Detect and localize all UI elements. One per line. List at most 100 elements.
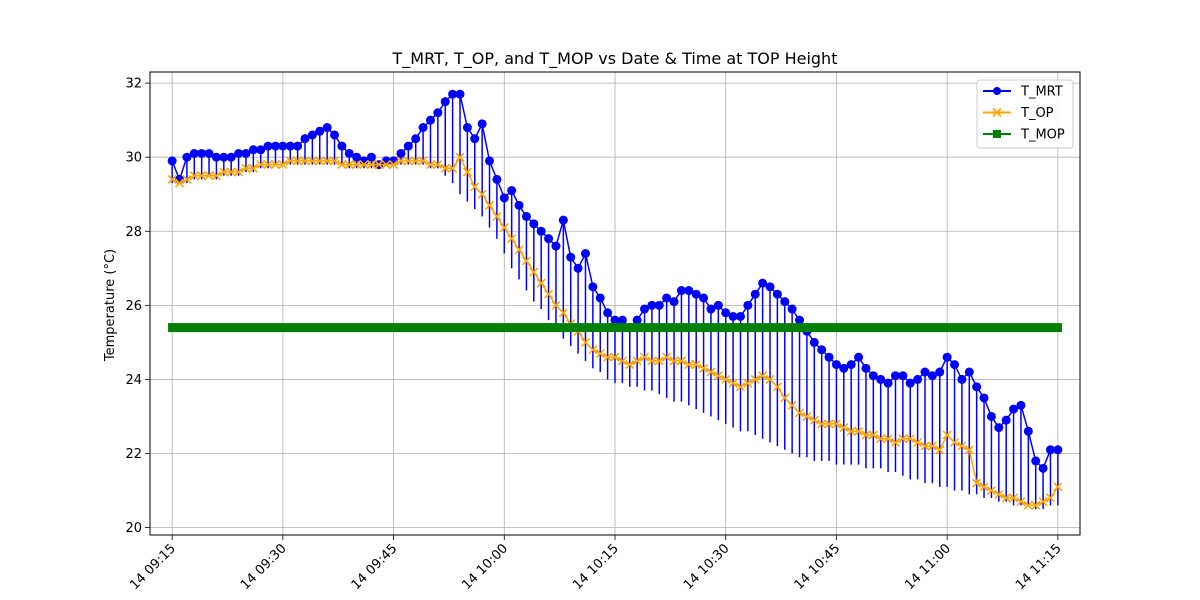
data-point [241, 163, 251, 173]
data-point [322, 123, 332, 133]
data-point [1023, 500, 1033, 510]
data-point [662, 352, 672, 362]
data-point [485, 156, 495, 166]
data-point [654, 356, 664, 366]
data-point [544, 234, 554, 244]
legend-marker [993, 130, 1001, 138]
data-point [647, 323, 656, 332]
data-point [270, 141, 280, 151]
data-point [676, 286, 686, 296]
y-tick-label: 22 [125, 447, 142, 462]
data-point [322, 156, 332, 166]
data-point [868, 430, 878, 440]
data-point [411, 134, 421, 144]
data-point [691, 289, 701, 299]
data-point [876, 434, 886, 444]
data-point [226, 152, 236, 162]
data-point [787, 400, 797, 410]
data-point [942, 352, 952, 362]
data-point [839, 363, 849, 373]
data-point [883, 434, 893, 444]
data-point [440, 163, 450, 173]
data-point [359, 160, 369, 170]
data-point [425, 160, 436, 170]
data-point [418, 123, 428, 133]
data-point [551, 241, 561, 251]
data-point [455, 152, 465, 162]
data-point [972, 478, 982, 488]
data-point [352, 323, 361, 332]
data-point [831, 360, 841, 370]
data-point [389, 323, 398, 332]
data-point [913, 374, 923, 384]
data-point [905, 378, 915, 388]
data-point [986, 411, 996, 421]
data-point [765, 374, 775, 384]
data-point [463, 323, 472, 332]
data-point [927, 441, 937, 451]
data-point [758, 278, 768, 288]
data-point [772, 382, 782, 392]
data-point [735, 311, 745, 321]
data-point [603, 308, 613, 318]
data-point [574, 323, 583, 332]
data-point [433, 160, 443, 170]
data-point [706, 304, 716, 314]
data-point [721, 323, 730, 332]
data-point [802, 411, 812, 422]
data-point [669, 356, 679, 366]
data-point [861, 430, 871, 440]
data-point [352, 160, 362, 170]
data-point [580, 248, 590, 258]
data-point [691, 360, 701, 370]
data-point [957, 374, 967, 384]
data-point [529, 219, 539, 229]
data-point [1023, 426, 1033, 436]
data-point [935, 445, 945, 455]
data-point [248, 145, 258, 155]
data-point [854, 352, 864, 362]
data-point [743, 300, 753, 310]
data-point [285, 141, 295, 151]
data-point [197, 171, 207, 181]
legend-item: T_OP [983, 106, 1054, 121]
data-point [876, 374, 886, 384]
data-point [979, 482, 989, 492]
data-point [462, 167, 472, 177]
data-point [603, 352, 613, 362]
data-point [537, 323, 546, 332]
data-point [942, 430, 952, 440]
data-point [285, 156, 295, 166]
data-point [1038, 463, 1048, 473]
data-point [794, 408, 805, 418]
data-point [330, 130, 340, 140]
data-point [293, 141, 303, 151]
data-point [920, 441, 930, 451]
data-point [654, 300, 664, 310]
data-point [817, 345, 827, 355]
data-point [425, 115, 435, 125]
data-point [765, 282, 775, 292]
data-point [189, 171, 199, 181]
data-point [211, 152, 221, 162]
data-point [1031, 500, 1041, 510]
data-point [1045, 445, 1055, 455]
data-point [374, 160, 384, 170]
data-point [219, 152, 229, 162]
data-point [684, 286, 694, 296]
data-point [743, 378, 753, 388]
data-point [300, 156, 310, 166]
data-point [329, 156, 340, 166]
data-point [994, 489, 1004, 499]
data-point [448, 163, 458, 173]
data-point [625, 360, 635, 370]
data-point [403, 156, 413, 166]
data-point [389, 160, 399, 170]
data-point [617, 356, 627, 366]
legend-label: T_OP [1020, 106, 1054, 121]
data-point [573, 263, 583, 273]
data-point [566, 252, 576, 262]
y-tick-label: 32 [125, 77, 142, 92]
data-point [477, 189, 487, 199]
